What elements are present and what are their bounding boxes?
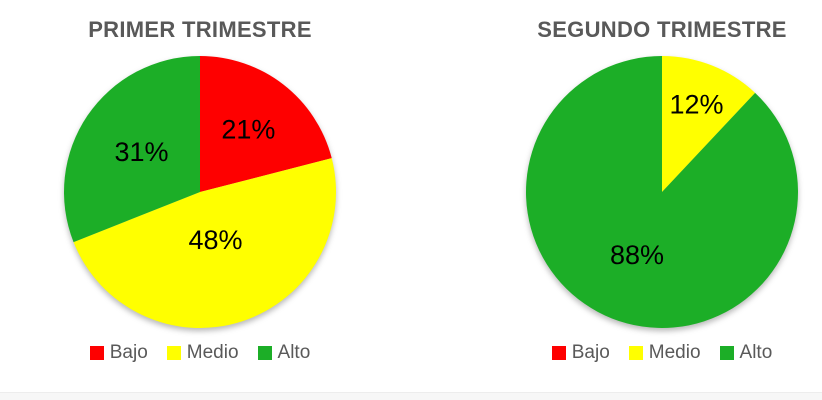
legend-label-medio: Medio — [186, 342, 239, 363]
page-edge-line — [0, 392, 822, 400]
chart-title: PRIMER TRIMESTRE — [88, 17, 312, 42]
legend-item-alto: Alto — [257, 342, 311, 364]
pie-area: 12% 88% — [525, 55, 799, 329]
legend-label-bajo: Bajo — [109, 342, 148, 363]
chart-primer-trimestre: PRIMER TRIMESTRE 21% 48% 31% Bajo Medio Al… — [56, 14, 344, 364]
pie-chart: 21% 48% 31% — [63, 56, 336, 328]
legend-swatch-alto — [719, 346, 734, 360]
pie-slice-alto — [526, 56, 798, 328]
legend-item-medio: Medio — [166, 342, 239, 364]
pie-data-label-medio: 48% — [189, 225, 243, 255]
pie-area: 21% 48% 31% — [63, 55, 337, 329]
chart-legend: Bajo Medio Alto — [89, 342, 311, 364]
legend-swatch-bajo — [89, 346, 104, 360]
legend-item-bajo: Bajo — [551, 342, 610, 364]
legend-label-bajo: Bajo — [571, 342, 610, 363]
chart-segundo-trimestre: SEGUNDO TRIMESTRE 12% 88% Bajo Medio Alto — [518, 14, 806, 364]
pie-data-label-alto: 88% — [610, 240, 664, 270]
pie-chart: 12% 88% — [526, 56, 798, 328]
legend-swatch-bajo — [551, 346, 566, 360]
pie-data-label-medio: 12% — [670, 90, 724, 120]
legend-swatch-medio — [628, 346, 643, 360]
legend-swatch-medio — [166, 346, 181, 360]
legend-label-alto: Alto — [277, 342, 311, 363]
legend-item-bajo: Bajo — [89, 342, 148, 364]
pie-slice-bajo — [200, 56, 332, 192]
chart-legend: Bajo Medio Alto — [551, 342, 773, 364]
legend-swatch-alto — [257, 346, 272, 360]
legend-label-alto: Alto — [739, 342, 773, 363]
pie-data-label-bajo: 21% — [221, 115, 275, 145]
pie-slice-medio — [73, 158, 336, 328]
pie-slice-alto — [63, 56, 201, 243]
pie-slice-medio — [662, 56, 756, 192]
legend-item-alto: Alto — [719, 342, 773, 364]
chart-title: SEGUNDO TRIMESTRE — [537, 17, 787, 42]
legend-item-medio: Medio — [628, 342, 701, 364]
legend-label-medio: Medio — [648, 342, 701, 363]
pie-data-label-alto: 31% — [114, 137, 168, 167]
